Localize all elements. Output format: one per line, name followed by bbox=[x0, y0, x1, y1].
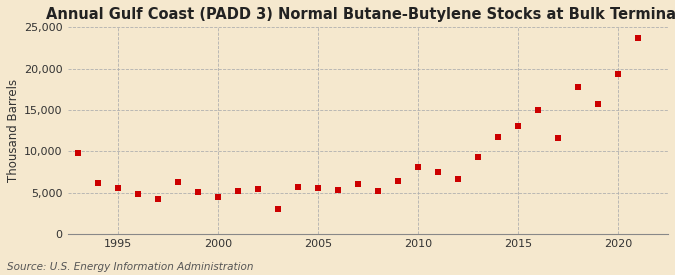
Point bbox=[72, 150, 83, 155]
Point bbox=[392, 179, 403, 183]
Point bbox=[153, 197, 163, 201]
Point bbox=[92, 180, 103, 185]
Y-axis label: Thousand Barrels: Thousand Barrels bbox=[7, 79, 20, 182]
Point bbox=[553, 136, 564, 140]
Point bbox=[433, 170, 443, 174]
Point bbox=[272, 207, 283, 211]
Point bbox=[533, 108, 543, 112]
Point bbox=[373, 189, 383, 193]
Point bbox=[213, 194, 223, 199]
Point bbox=[292, 185, 303, 189]
Point bbox=[172, 180, 183, 184]
Point bbox=[252, 187, 263, 191]
Point bbox=[452, 177, 463, 182]
Point bbox=[132, 192, 143, 196]
Title: Annual Gulf Coast (PADD 3) Normal Butane-Butylene Stocks at Bulk Terminals: Annual Gulf Coast (PADD 3) Normal Butane… bbox=[46, 7, 675, 22]
Point bbox=[472, 155, 483, 159]
Point bbox=[632, 36, 643, 40]
Point bbox=[593, 102, 603, 106]
Point bbox=[332, 188, 343, 192]
Point bbox=[572, 85, 583, 89]
Point bbox=[512, 124, 523, 129]
Point bbox=[613, 72, 624, 76]
Point bbox=[352, 181, 363, 186]
Point bbox=[412, 165, 423, 169]
Point bbox=[112, 186, 123, 191]
Point bbox=[192, 189, 203, 194]
Point bbox=[493, 135, 504, 139]
Text: Source: U.S. Energy Information Administration: Source: U.S. Energy Information Administ… bbox=[7, 262, 253, 272]
Point bbox=[232, 189, 243, 193]
Point bbox=[313, 186, 323, 191]
